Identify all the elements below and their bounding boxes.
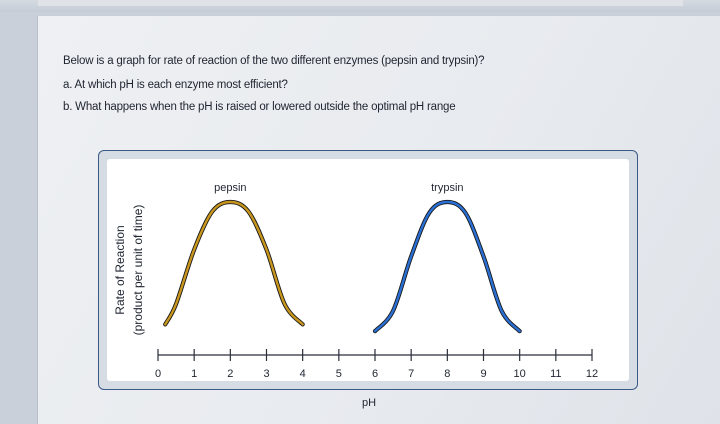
x-axis-title: pH bbox=[362, 397, 376, 409]
top-band bbox=[0, 0, 720, 12]
x-tick-label: 6 bbox=[372, 368, 378, 380]
x-tick-label: 0 bbox=[155, 368, 161, 380]
x-tick-label: 1 bbox=[191, 368, 197, 380]
series-label-pepsin: pepsin bbox=[214, 182, 246, 194]
x-tick-label: 10 bbox=[514, 368, 526, 380]
question-line-2: a. At which pH is each enzyme most effic… bbox=[63, 79, 288, 91]
x-tick-label: 2 bbox=[227, 368, 233, 380]
x-tick-label: 12 bbox=[586, 368, 598, 380]
series-line-pepsin bbox=[164, 200, 304, 326]
series-outline-trypsin bbox=[372, 199, 522, 334]
y-axis-subtitle: (product per unit of time) bbox=[131, 205, 145, 336]
x-tick-label: 11 bbox=[550, 368, 561, 380]
question-line-3: b. What happens when the pH is raised or… bbox=[63, 101, 456, 113]
chart-plot-area bbox=[107, 159, 629, 381]
series-label-trypsin: trypsin bbox=[431, 182, 463, 194]
x-tick-label: 5 bbox=[336, 368, 342, 380]
chart-frame bbox=[98, 150, 638, 390]
x-tick-label: 3 bbox=[263, 368, 269, 380]
x-tick-label: 7 bbox=[408, 368, 414, 380]
series-line-trypsin bbox=[373, 200, 521, 333]
x-axis: 0 1 2 3 4 5 6 7 8 9 10 11 12 bbox=[155, 349, 598, 380]
series-outline-pepsin bbox=[163, 199, 305, 327]
x-tick-label: 4 bbox=[300, 368, 306, 380]
question-line-1: Below is a graph for rate of reaction of… bbox=[63, 55, 485, 67]
series-layer: pepsin trypsin bbox=[163, 182, 522, 334]
y-axis-title: Rate of Reaction bbox=[113, 225, 127, 314]
x-tick-label: 8 bbox=[444, 368, 450, 380]
x-tick-label: 9 bbox=[480, 368, 486, 380]
top-bar bbox=[38, 0, 683, 6]
